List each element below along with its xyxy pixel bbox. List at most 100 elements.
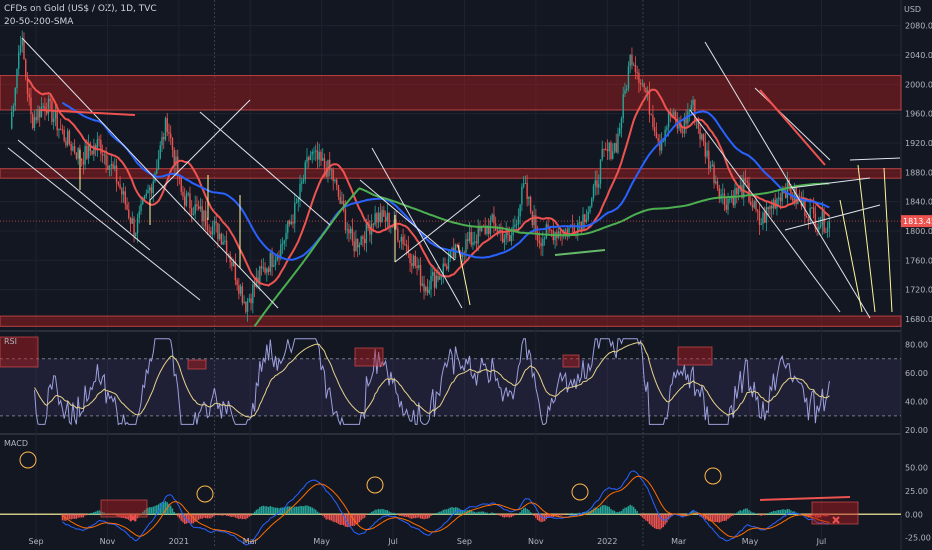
macd-histogram-bar	[458, 508, 460, 515]
candle-body	[645, 87, 647, 93]
candle-188	[337, 184, 340, 201]
macd-histogram-bar	[386, 510, 389, 515]
candle-353	[625, 84, 628, 94]
candle-245	[437, 266, 439, 283]
candle-196	[351, 218, 354, 246]
candle-body	[66, 130, 69, 146]
macd-histogram-bar	[784, 509, 787, 515]
candle-149	[269, 250, 272, 276]
candle-345	[612, 143, 614, 160]
candle-344	[610, 140, 612, 161]
macd-histogram-bar	[783, 509, 785, 515]
candle-body	[360, 236, 362, 245]
macd-histogram-bar	[122, 514, 125, 518]
candle-410	[725, 197, 727, 213]
candle-body	[365, 222, 368, 244]
candle-197	[353, 231, 355, 258]
candle-283	[503, 233, 506, 251]
macd-histogram-bar	[662, 514, 665, 528]
candle-body	[804, 198, 806, 217]
candle-8	[23, 32, 25, 60]
macd-histogram-bar	[138, 514, 140, 517]
candle-body	[140, 203, 142, 212]
macd-histogram-bar	[507, 514, 509, 518]
candle-420	[743, 171, 745, 206]
macd-histogram-bar	[477, 511, 479, 515]
candle-7	[21, 30, 23, 53]
candle-94	[173, 147, 175, 176]
candle-body	[564, 229, 567, 231]
candle-459	[811, 206, 813, 209]
macd-histogram-bar	[405, 514, 408, 517]
price-tick-4: 1840.00	[905, 198, 932, 207]
macd-histogram-bar	[528, 509, 530, 515]
macd-histogram-bar	[136, 514, 139, 519]
candle-64	[121, 187, 123, 204]
macd-histogram-bar	[217, 514, 219, 516]
macd-histogram-bar	[536, 514, 539, 521]
candle-body	[89, 143, 92, 151]
macd-histogram-bar	[791, 511, 794, 515]
macd-histogram-bar	[533, 514, 535, 516]
candle-71	[133, 216, 135, 243]
candle-147	[266, 267, 268, 282]
candle-233	[416, 256, 418, 276]
candle-body	[163, 137, 165, 140]
candle-body	[584, 214, 586, 223]
candle-347	[615, 133, 617, 153]
candle-440	[777, 189, 780, 205]
candle-body	[47, 98, 50, 114]
candle-body	[404, 244, 406, 246]
macd-histogram-bar	[426, 514, 429, 519]
candle-body	[93, 145, 95, 155]
macd-histogram-bar	[61, 514, 64, 521]
candle-body	[667, 112, 670, 128]
candle-175	[315, 144, 317, 162]
candle-body	[234, 261, 237, 281]
indicator-legend[interactable]: 20-50-200-SMA	[4, 17, 74, 27]
macd-histogram-bar	[496, 514, 499, 515]
candle-body	[213, 221, 216, 226]
candle-251	[447, 249, 450, 272]
rsi-tick-1: 40.00	[905, 398, 928, 407]
macd-histogram-bar	[370, 511, 373, 515]
candle-364	[645, 87, 647, 94]
candle-42	[82, 151, 85, 175]
macd-histogram-bar	[538, 514, 541, 522]
candle-48	[93, 138, 95, 162]
candle-39	[77, 147, 79, 165]
macd-histogram-bar	[460, 509, 462, 515]
candle-body	[701, 134, 703, 140]
macd-histogram-bar	[248, 514, 251, 517]
macd-histogram-bar	[634, 509, 637, 515]
macd-histogram-bar	[273, 507, 275, 515]
candle-211	[377, 207, 380, 229]
candle-body	[335, 179, 338, 185]
candle-352	[624, 82, 626, 98]
candle-306	[543, 236, 546, 246]
candle-206	[369, 220, 371, 243]
candle-body	[154, 173, 156, 182]
candle-body	[73, 146, 76, 153]
candle-body	[603, 149, 605, 151]
candle-body	[288, 220, 291, 225]
candle-body	[536, 232, 539, 241]
candle-body	[238, 285, 240, 294]
candle-361	[639, 79, 642, 91]
macd-histogram-bar	[259, 507, 261, 515]
candle-21	[45, 102, 48, 116]
macd-histogram-bar	[149, 507, 151, 515]
candle-144	[260, 259, 263, 276]
macd-histogram-bar	[584, 512, 586, 515]
trendline-12	[789, 177, 871, 189]
candle-60	[114, 157, 116, 172]
macd-histogram-bar	[150, 507, 153, 515]
candle-body	[811, 207, 813, 209]
candle-264	[470, 225, 472, 248]
candle-body	[529, 196, 532, 212]
macd-histogram-bar	[577, 513, 579, 515]
candle-body	[245, 301, 247, 312]
chart-title[interactable]: CFDs on Gold (US$ / OZ), 1D, TVC	[4, 4, 157, 14]
candle-body	[814, 213, 817, 229]
